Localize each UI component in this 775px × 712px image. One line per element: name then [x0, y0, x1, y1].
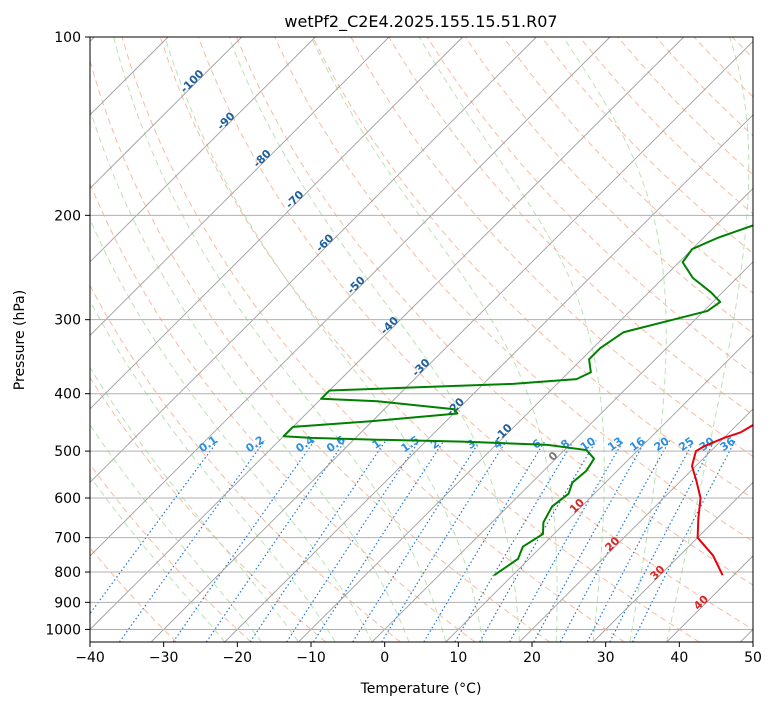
y-tick-label: 500 — [54, 444, 81, 460]
dry-adiabat-line — [313, 37, 775, 642]
mixing-ratio-line — [173, 441, 314, 642]
dry-adiabat-line — [732, 37, 775, 642]
x-axis: −40 −30 −20 −10 0 10 20 30 40 50 — [75, 642, 762, 666]
background-lines-group — [0, 37, 775, 642]
dry-adiabat-line — [656, 37, 775, 642]
x-tick-label: 30 — [597, 650, 615, 666]
isotherm-label: -90 — [214, 109, 237, 132]
moist-adiabat-line — [667, 37, 749, 642]
mixing-ratio-line — [480, 441, 597, 642]
plot-frame — [90, 37, 753, 642]
dry-adiabat-line — [46, 37, 475, 642]
isotherm-line — [0, 37, 463, 642]
moist-adiabat-line — [114, 37, 446, 642]
isotherm-line — [740, 37, 775, 642]
dry-adiabat-line — [694, 37, 775, 642]
moist-adiabat-line — [0, 37, 298, 642]
x-tick-label: −20 — [223, 650, 253, 666]
dry-adiabat-line — [465, 37, 775, 642]
mixing-ratio-label: 0.6 — [324, 433, 348, 455]
x-axis-label: Temperature (°C) — [360, 681, 482, 697]
dry-adiabat-line — [198, 37, 774, 642]
y-tick-label: 700 — [54, 531, 81, 547]
y-tick-label: 1000 — [45, 622, 81, 638]
isotherm-line — [372, 37, 775, 642]
isotherm-label: -100 — [178, 67, 207, 96]
moist-adiabat-line — [563, 37, 666, 642]
isotherm-line — [4, 37, 610, 642]
y-axis: 100 200 300 400 500 600 700 800 900 1000 — [45, 30, 90, 638]
mixing-ratio-label: 2 — [428, 437, 442, 452]
y-tick-label: 800 — [54, 565, 81, 581]
isotherm-label: 40 — [691, 592, 711, 612]
x-tick-label: −10 — [296, 650, 326, 666]
isotherm-label: -30 — [409, 356, 432, 379]
isotherm-line — [77, 37, 683, 642]
mixing-ratio-line — [206, 441, 345, 642]
x-tick-label: 10 — [449, 650, 467, 666]
mixing-ratio-label: 1.5 — [399, 433, 422, 455]
mixing-ratio-line — [587, 441, 694, 642]
y-axis-label: Pressure (hPa) — [12, 290, 28, 390]
isotherm-line — [667, 37, 775, 642]
isotherm-label: -60 — [313, 231, 336, 254]
moist-adiabat-line — [419, 37, 604, 642]
x-tick-label: 50 — [744, 650, 762, 666]
y-tick-label: 900 — [54, 595, 81, 611]
chart-title: wetPf2_C2E4.2025.155.15.51.R07 — [284, 12, 557, 32]
x-tick-label: 20 — [523, 650, 541, 666]
dry-adiabat-line — [236, 37, 775, 642]
isotherm-label: 20 — [602, 534, 622, 554]
y-tick-label: 100 — [54, 30, 81, 46]
y-tick-label: 300 — [54, 313, 81, 329]
isotherm-line — [519, 37, 775, 642]
isotherm-line — [0, 37, 315, 642]
y-tick-label: 600 — [54, 491, 81, 507]
moist-adiabat-line — [165, 37, 483, 642]
x-tick-label: 0 — [380, 650, 389, 666]
dry-adiabat-line — [0, 37, 326, 642]
dry-adiabat-line — [389, 37, 775, 642]
dry-adiabat-line — [618, 37, 775, 642]
moist-adiabat-line — [6, 37, 336, 642]
moist-adiabat-line — [72, 37, 409, 642]
mixing-ratio-line — [382, 441, 507, 642]
x-tick-label: −30 — [149, 650, 179, 666]
mixing-ratio-line — [353, 441, 480, 642]
mixing-ratio-line — [633, 441, 736, 642]
y-tick-label: 400 — [54, 387, 81, 403]
x-tick-label: 40 — [670, 650, 688, 666]
mixing-ratio-line — [69, 441, 218, 642]
mixing-ratio-line — [119, 441, 264, 642]
pressure-grid-group — [90, 37, 753, 629]
isotherm-label: 10 — [567, 496, 587, 516]
isotherm-label: -80 — [251, 147, 274, 170]
y-tick-label: 200 — [54, 208, 81, 224]
moist-adiabat-line — [229, 37, 519, 642]
dry-adiabat-line — [770, 37, 775, 642]
isotherm-label: -40 — [378, 314, 401, 337]
dry-adiabat-line — [8, 37, 401, 642]
mixing-ratio-line — [313, 441, 444, 642]
mixing-ratio-label: 0.1 — [197, 433, 220, 455]
isotherm-label: 30 — [648, 562, 668, 582]
moist-adiabat-line — [0, 37, 225, 642]
dry-adiabat-line — [0, 37, 251, 642]
moist-adiabat-line — [36, 37, 372, 642]
x-tick-label: −40 — [75, 650, 105, 666]
dry-adiabat-line — [122, 37, 624, 642]
dry-adiabat-line — [503, 37, 775, 642]
dry-adiabat-line — [351, 37, 775, 642]
isotherm-label: -70 — [283, 188, 306, 211]
isotherm-line — [0, 37, 536, 642]
mixing-ratio-line — [250, 441, 386, 642]
